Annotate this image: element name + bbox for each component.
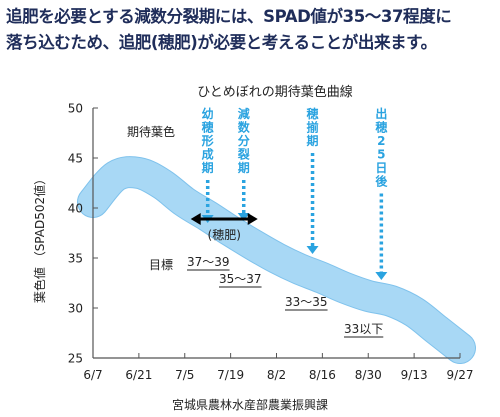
x-tick-label: 9/27 (447, 368, 474, 382)
target-range: 33～35 (285, 295, 328, 309)
source-credit: 宮城県農林水産部農業振興課 (171, 398, 328, 412)
y-axis-label: 葉色値 （SPAD502値） (32, 173, 47, 303)
headline: 追肥を必要とする減数分裂期には、SPAD値が35～37程度に 落ち込むため、追肥… (6, 4, 496, 56)
stage-label: 幼穂形成期 (202, 106, 214, 175)
target-2: 35～37 (219, 272, 262, 288)
headline-line-2: 落ち込むため、追肥(穂肥)が必要と考えることが出来ます。 (6, 33, 437, 52)
y-tick-label: 35 (68, 252, 83, 266)
band-layer (77, 156, 476, 364)
stage-label: 出穂 2 5 日後 (375, 106, 388, 189)
stage-label: 減数分裂期 (237, 106, 251, 175)
y-tick-label: 30 (68, 302, 83, 316)
bracket-label: (穂肥) (208, 228, 241, 242)
expected-band (78, 157, 475, 363)
stage-2: 減数分裂期 (237, 106, 251, 221)
stage-label: 穂揃期 (307, 106, 319, 148)
x-tick-label: 9/13 (401, 368, 428, 382)
target-3: 33～35 (285, 295, 328, 311)
target-range: 37～39 (187, 255, 230, 269)
stage-4: 出穂 2 5 日後 (375, 106, 388, 280)
x-tick-label: 6/7 (83, 368, 102, 382)
x-tick-label: 7/5 (175, 368, 194, 382)
target-label: 目標 (149, 258, 173, 272)
target-4: 33以下 (344, 322, 384, 338)
topdress-bracket: (穂肥) (190, 213, 258, 242)
y-tick-label: 45 (68, 152, 83, 166)
y-tick-label: 40 (68, 202, 83, 216)
headline-line-1: 追肥を必要とする減数分裂期には、SPAD値が35～37程度に (6, 7, 452, 26)
target-1: 37～39 (187, 255, 230, 271)
x-tick-label: 8/30 (355, 368, 382, 382)
stage-3: 穂揃期 (307, 106, 319, 254)
bracket-arrow-left (190, 213, 201, 225)
y-tick-label: 25 (68, 352, 83, 366)
stage-arrow-head (375, 272, 388, 280)
bracket-arrow-right (247, 213, 258, 225)
x-tick-label: 8/16 (309, 368, 336, 382)
target-range: 33以下 (344, 322, 383, 336)
series-label: 期待葉色 (127, 125, 175, 139)
x-tick-label: 8/2 (267, 368, 286, 382)
stage-arrow-head (237, 213, 250, 221)
stage-arrow-head (306, 246, 319, 254)
y-tick-label: 50 (68, 102, 83, 116)
chart-title: ひとめぼれの期待葉色曲線 (197, 84, 353, 100)
axes-layer: 25 30 35 40 45 50 6/7 6/21 7/5 7/19 8/2 8/16 8/30 9/1… (68, 102, 474, 383)
target-range: 35～37 (219, 272, 262, 286)
x-tick-label: 6/21 (125, 368, 152, 382)
x-tick-label: 7/19 (217, 368, 244, 382)
